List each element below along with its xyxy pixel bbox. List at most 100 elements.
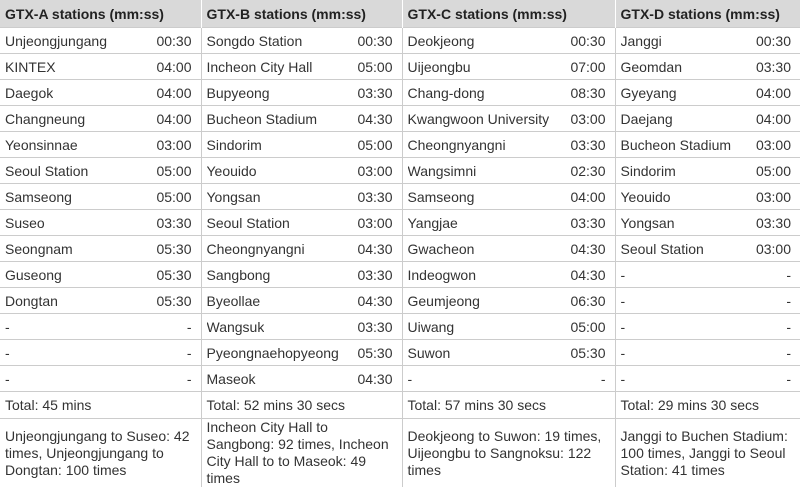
header-gtx-d: GTX-D stations (mm:ss) bbox=[615, 0, 800, 28]
travel-time: 00:30 bbox=[756, 33, 795, 49]
station-name: KINTEX bbox=[5, 59, 56, 75]
travel-time: 00:30 bbox=[357, 33, 396, 49]
travel-time: - bbox=[786, 371, 795, 387]
station-name: - bbox=[408, 371, 413, 387]
station-cell-gtx-a: Unjeongjungang 00:30 bbox=[0, 28, 201, 54]
travel-time: 03:30 bbox=[357, 85, 396, 101]
station-cell-gtx-c: Kwangwoon University 03:00 bbox=[402, 106, 615, 132]
travel-time: 04:30 bbox=[570, 267, 609, 283]
station-name: Dongtan bbox=[5, 293, 58, 309]
header-gtx-c: GTX-C stations (mm:ss) bbox=[402, 0, 615, 28]
station-name: Wangsuk bbox=[207, 319, 265, 335]
station-name: Uiwang bbox=[408, 319, 455, 335]
station-name: Incheon City Hall bbox=[207, 59, 313, 75]
total-cell-gtx-c: Total: 57 mins 30 secs bbox=[402, 392, 615, 419]
station-name: Sangbong bbox=[207, 267, 271, 283]
station-name: Suseo bbox=[5, 215, 45, 231]
travel-time: 03:30 bbox=[156, 215, 195, 231]
station-cell-gtx-a: Suseo 03:30 bbox=[0, 210, 201, 236]
station-name: Wangsimni bbox=[408, 163, 477, 179]
station-name: Unjeongjungang bbox=[5, 33, 107, 49]
station-name: Geomdan bbox=[621, 59, 682, 75]
station-name: Samseong bbox=[408, 189, 475, 205]
station-cell-gtx-a: Dongtan 05:30 bbox=[0, 288, 201, 314]
travel-time: 04:00 bbox=[756, 85, 795, 101]
station-name: - bbox=[621, 267, 626, 283]
station-name: Sindorim bbox=[621, 163, 676, 179]
station-cell-gtx-b: Songdo Station 00:30 bbox=[201, 28, 402, 54]
frequency-note-gtx-c: Deokjeong to Suwon: 19 times, Uijeongbu … bbox=[402, 419, 615, 487]
travel-time: 04:30 bbox=[570, 241, 609, 257]
station-name: Geumjeong bbox=[408, 293, 480, 309]
travel-time: 04:30 bbox=[357, 293, 396, 309]
station-name: - bbox=[621, 371, 626, 387]
station-name: Seoul Station bbox=[207, 215, 290, 231]
travel-time: 03:30 bbox=[756, 215, 795, 231]
travel-time: 04:30 bbox=[357, 111, 396, 127]
station-cell-gtx-b: Sindorim 05:00 bbox=[201, 132, 402, 158]
travel-time: - bbox=[187, 345, 196, 361]
station-cell-gtx-d: -- bbox=[615, 314, 800, 340]
travel-time: 03:30 bbox=[570, 215, 609, 231]
station-name: - bbox=[621, 319, 626, 335]
total-cell-gtx-a: Total: 45 mins bbox=[0, 392, 201, 419]
total-cell-gtx-d: Total: 29 mins 30 secs bbox=[615, 392, 800, 419]
travel-time: 05:30 bbox=[156, 293, 195, 309]
travel-time: - bbox=[786, 293, 795, 309]
travel-time: 03:30 bbox=[570, 137, 609, 153]
travel-time: 03:00 bbox=[756, 137, 795, 153]
travel-time: 00:30 bbox=[156, 33, 195, 49]
header-row: GTX-A stations (mm:ss) GTX-B stations (m… bbox=[0, 0, 800, 28]
travel-time: 02:30 bbox=[570, 163, 609, 179]
station-name: Yeouido bbox=[207, 163, 257, 179]
travel-time: 03:00 bbox=[357, 163, 396, 179]
travel-time: 04:00 bbox=[156, 59, 195, 75]
travel-time: 04:30 bbox=[357, 371, 396, 387]
station-name: Sindorim bbox=[207, 137, 262, 153]
travel-time: 06:30 bbox=[570, 293, 609, 309]
station-cell-gtx-d: -- bbox=[615, 288, 800, 314]
travel-time: 05:00 bbox=[357, 137, 396, 153]
travel-time: 05:00 bbox=[570, 319, 609, 335]
travel-time: 08:30 bbox=[570, 85, 609, 101]
travel-time: 03:00 bbox=[570, 111, 609, 127]
station-name: Daejang bbox=[621, 111, 673, 127]
travel-time: 07:00 bbox=[570, 59, 609, 75]
station-name: Yangjae bbox=[408, 215, 458, 231]
station-name: Kwangwoon University bbox=[408, 111, 550, 127]
station-cell-gtx-d: -- bbox=[615, 262, 800, 288]
travel-time: - bbox=[187, 371, 196, 387]
station-cell-gtx-a: -- bbox=[0, 340, 201, 366]
station-name: Songdo Station bbox=[207, 33, 303, 49]
frequency-note-gtx-a: Unjeongjungang to Suseo: 42 times, Unjeo… bbox=[0, 419, 201, 487]
travel-time: 03:30 bbox=[357, 189, 396, 205]
station-cell-gtx-a: KINTEX 04:00 bbox=[0, 54, 201, 80]
frequency-note-row: Unjeongjungang to Suseo: 42 times, Unjeo… bbox=[0, 419, 800, 487]
